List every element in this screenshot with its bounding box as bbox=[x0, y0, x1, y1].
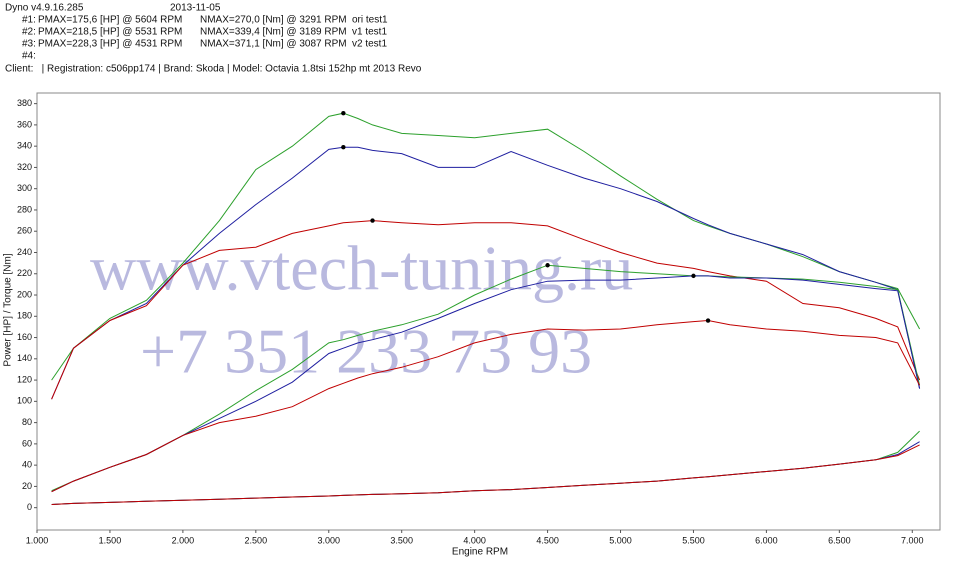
y-tick-label: 0 bbox=[27, 502, 32, 512]
y-tick-label: 20 bbox=[22, 481, 32, 491]
y-tick-label: 200 bbox=[17, 289, 32, 299]
date: 2013-11-05 bbox=[170, 3, 221, 14]
y-tick-label: 240 bbox=[17, 247, 32, 257]
run-nmax: NMAX=270,0 [Nm] @ 3291 RPM bbox=[200, 15, 347, 26]
y-tick-label: 40 bbox=[22, 460, 32, 470]
watermark: +7 351 233 73 93 bbox=[140, 316, 592, 387]
series-line bbox=[51, 146, 921, 400]
peak-marker bbox=[341, 145, 346, 150]
run-id: #4: bbox=[22, 51, 36, 62]
x-tick-label: 1.000 bbox=[26, 535, 49, 545]
y-tick-label: 180 bbox=[17, 311, 32, 321]
x-tick-label: 4.000 bbox=[463, 535, 486, 545]
run-pmax: PMAX=175,6 [HP] @ 5604 RPM bbox=[38, 15, 182, 26]
run-pmax: PMAX=218,5 [HP] @ 5531 RPM bbox=[38, 27, 182, 38]
run-id: #2: bbox=[22, 27, 36, 38]
x-tick-label: 6.000 bbox=[755, 535, 778, 545]
x-tick-label: 7.000 bbox=[901, 535, 924, 545]
run-name: v2 test1 bbox=[352, 39, 387, 50]
peak-marker bbox=[370, 218, 375, 223]
program: Dyno v4.9.16.285 bbox=[5, 3, 84, 14]
y-tick-label: 100 bbox=[17, 396, 32, 406]
y-tick-label: 300 bbox=[17, 183, 32, 193]
y-tick-label: 140 bbox=[17, 353, 32, 363]
peak-marker bbox=[341, 111, 346, 116]
client: Client: | Registration: c506pp174 | Bran… bbox=[5, 64, 422, 75]
run-name: ori test1 bbox=[352, 15, 388, 26]
y-tick-label: 160 bbox=[17, 332, 32, 342]
y-tick-label: 280 bbox=[17, 204, 32, 214]
y-tick-label: 80 bbox=[22, 417, 32, 427]
y-tick-label: 60 bbox=[22, 438, 32, 448]
y-tick-label: 220 bbox=[17, 268, 32, 278]
peak-marker bbox=[691, 273, 696, 279]
run-name: v1 test1 bbox=[352, 27, 387, 38]
run-id: #3: bbox=[22, 39, 36, 50]
x-tick-label: 5.000 bbox=[609, 535, 632, 545]
x-tick-label: 4.500 bbox=[536, 535, 559, 545]
peak-marker bbox=[705, 318, 711, 323]
series-line bbox=[51, 112, 921, 381]
run-pmax: PMAX=228,3 [HP] @ 4531 RPM bbox=[38, 39, 182, 50]
y-tick-label: 260 bbox=[17, 226, 32, 236]
run-nmax: NMAX=339,4 [Nm] @ 3189 RPM bbox=[200, 27, 347, 38]
x-axis-label: Engine RPM bbox=[452, 547, 508, 558]
series-line bbox=[51, 275, 921, 493]
series-line bbox=[51, 319, 921, 493]
x-tick-label: 2.500 bbox=[245, 535, 268, 545]
series-line bbox=[51, 220, 921, 400]
watermark: www.vtech-tuning.ru bbox=[90, 233, 633, 304]
run-id: #1: bbox=[22, 15, 36, 26]
series-line bbox=[51, 444, 920, 505]
x-tick-label: 6.500 bbox=[828, 535, 851, 545]
x-tick-label: 1.500 bbox=[99, 535, 122, 545]
y-tick-label: 380 bbox=[17, 98, 32, 108]
y-tick-label: 340 bbox=[17, 141, 32, 151]
run-nmax: NMAX=371,1 [Nm] @ 3087 RPM bbox=[200, 39, 347, 50]
x-tick-label: 2.000 bbox=[172, 535, 195, 545]
x-tick-label: 5.500 bbox=[682, 535, 705, 545]
y-tick-label: 360 bbox=[17, 119, 32, 129]
x-tick-label: 3.000 bbox=[317, 535, 340, 545]
y-tick-label: 120 bbox=[17, 374, 32, 384]
plot-area bbox=[36, 92, 941, 531]
x-tick-label: 3.500 bbox=[390, 535, 413, 545]
y-tick-label: 320 bbox=[17, 162, 32, 172]
y-axis-label: Power [HP] / Torque [Nm] bbox=[3, 253, 14, 366]
peak-marker bbox=[545, 263, 550, 268]
